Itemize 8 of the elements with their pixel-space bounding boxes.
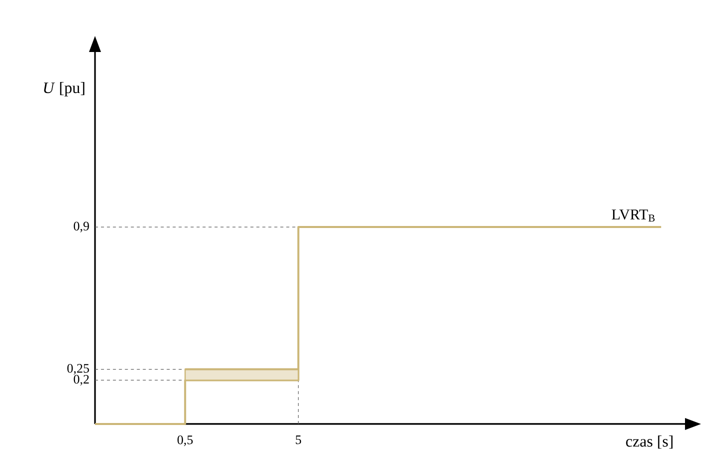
x-tick-label: 5 [296, 435, 302, 444]
y-axis-title: U [pu] [44, 82, 84, 96]
x-tick-label: 0,5 [178, 436, 193, 446]
x-axis-title: czas [s] [626, 435, 673, 449]
y-tick-label: 0,9 [74, 222, 89, 232]
series-label: LVRT$_{B}$ [612, 210, 655, 222]
y-tick-label: 0,25 [67, 364, 89, 375]
y-tick-label: 0,2 [74, 374, 89, 386]
